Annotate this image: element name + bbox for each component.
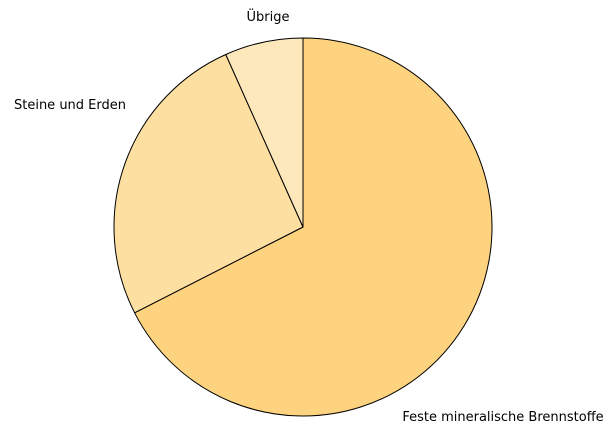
pie-slice-steine-und-erden bbox=[113, 54, 304, 314]
pie-label-feste-mineralische-brennstoffe: Feste mineralische Brennstoffe bbox=[402, 410, 603, 425]
pie-label-steine-und-erden: Steine und Erden bbox=[14, 98, 126, 113]
pie-slice-uebrige bbox=[225, 37, 304, 228]
pie-label-uebrige: Übrige bbox=[247, 8, 290, 25]
pie-slices bbox=[113, 37, 493, 417]
pie-labels: Feste mineralische Brennstoffe Steine und… bbox=[14, 8, 604, 425]
pie-slice-feste-mineralische-brennstoffe bbox=[134, 37, 493, 417]
